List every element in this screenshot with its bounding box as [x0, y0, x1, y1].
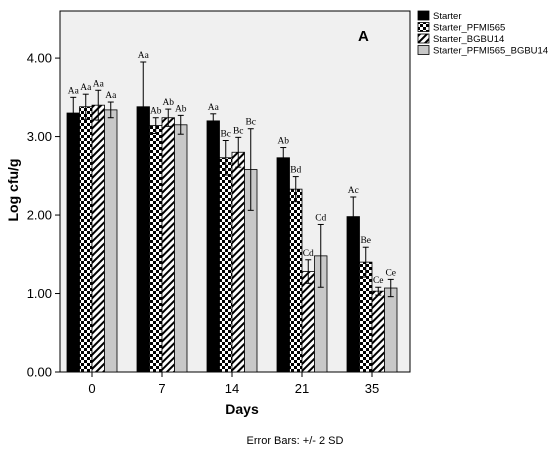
legend-swatch — [417, 10, 430, 21]
bar — [371, 290, 385, 373]
significance-label: Aa — [93, 79, 105, 89]
legend-label: Starter_PFMI565 — [433, 23, 505, 34]
significance-label: Aa — [68, 86, 80, 96]
bar — [384, 287, 398, 373]
bar — [79, 106, 93, 373]
significance-label: Ab — [175, 104, 187, 114]
bar — [174, 124, 188, 373]
significance-label: Ab — [277, 137, 289, 147]
bar — [301, 271, 315, 373]
legend: StarterStarter_PFMI565Starter_BGBU14Star… — [417, 10, 548, 57]
x-tick-label: 35 — [365, 381, 379, 396]
significance-label: Ce — [385, 268, 396, 278]
significance-label: Cd — [303, 249, 314, 259]
panel-label: A — [358, 28, 369, 45]
legend-label: Starter — [433, 11, 462, 22]
bar — [161, 117, 175, 373]
significance-label: Bc — [245, 118, 256, 128]
error-bars-note: Error Bars: +/- 2 SD — [247, 435, 344, 447]
y-tick-label: 1.00 — [27, 286, 52, 301]
significance-label: Aa — [208, 103, 220, 113]
significance-label: Aa — [105, 91, 117, 101]
x-axis-title: Days — [225, 401, 259, 417]
bar — [104, 109, 118, 373]
x-tick-label: 14 — [225, 381, 239, 396]
legend-label: Starter_BGBU14 — [433, 34, 504, 45]
y-axis: 0.00 1.00 2.00 3.00 4.00 — [27, 51, 60, 380]
significance-label: Bc — [233, 126, 244, 136]
bar — [289, 188, 303, 373]
significance-label: Bd — [290, 166, 301, 176]
legend-label: Starter_PFMI565_BGBU14 — [433, 46, 548, 57]
x-tick-label: 7 — [158, 381, 165, 396]
significance-label: Ab — [150, 107, 162, 117]
y-tick-label: 3.00 — [27, 129, 52, 144]
bar — [346, 216, 360, 373]
significance-label: Ac — [348, 186, 359, 196]
bar — [91, 104, 105, 373]
y-tick-label: 2.00 — [27, 208, 52, 223]
bar — [219, 157, 233, 373]
significance-label: Ab — [162, 98, 174, 108]
legend-swatch — [417, 33, 430, 44]
legend-swatch — [417, 22, 430, 32]
bar — [206, 120, 220, 373]
significance-label: Ce — [373, 276, 384, 286]
legend-swatch — [417, 45, 430, 55]
x-axis: 0 7 14 21 35 — [88, 372, 379, 396]
bar — [231, 151, 245, 373]
significance-label: Cd — [315, 213, 326, 223]
bar — [359, 261, 373, 373]
bar — [276, 157, 290, 373]
significance-label: Be — [360, 236, 371, 246]
x-tick-label: 0 — [88, 381, 95, 396]
x-tick-label: 21 — [295, 381, 309, 396]
y-tick-label: 4.00 — [27, 51, 52, 66]
significance-label: Aa — [138, 51, 150, 61]
error-bars-group — [70, 61, 394, 298]
bar — [149, 125, 163, 373]
significance-label: Aa — [80, 83, 92, 93]
y-axis-title: Log cfu/g — [5, 159, 21, 222]
significance-label: Bc — [220, 129, 231, 139]
y-tick-label: 0.00 — [27, 365, 52, 380]
bar — [66, 112, 80, 373]
